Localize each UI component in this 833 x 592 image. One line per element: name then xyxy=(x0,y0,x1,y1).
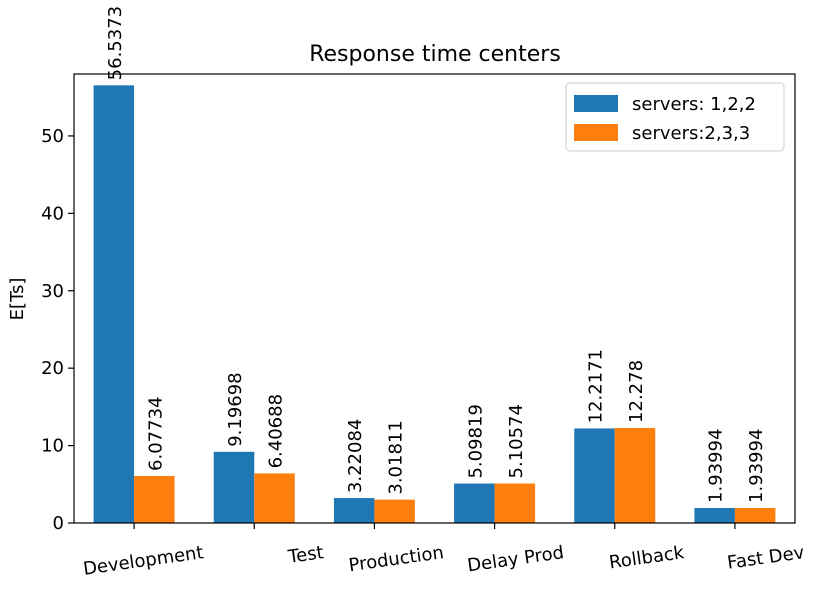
y-tick-label: 40 xyxy=(41,203,64,224)
bar-servers-122-fast-dev xyxy=(694,507,735,523)
y-tick-label: 20 xyxy=(41,358,64,379)
bar-value-label: 3.22084 xyxy=(345,419,366,493)
x-tick-label: Test xyxy=(286,542,325,568)
x-tick-label: Development xyxy=(82,542,205,580)
bar-value-label: 3.01811 xyxy=(386,420,407,494)
legend-swatch xyxy=(574,124,618,141)
x-tick-label: Rollback xyxy=(608,542,686,573)
bar-value-label: 1.93994 xyxy=(706,429,727,503)
bar-servers-233-delay-prod xyxy=(494,483,536,523)
x-tick-label: Fast Dev xyxy=(726,542,806,574)
y-tick-label: 0 xyxy=(53,513,64,534)
bar-value-label: 12.278 xyxy=(626,360,647,423)
legend-swatch xyxy=(574,95,618,112)
bar-value-label: 1.93994 xyxy=(746,429,767,503)
bar-value-label: 9.19698 xyxy=(225,372,246,446)
bar-value-label: 12.2171 xyxy=(586,349,607,423)
bar-servers-233-production xyxy=(374,499,415,523)
y-tick-label: 50 xyxy=(41,126,64,147)
legend-label: servers:2,3,3 xyxy=(632,123,750,144)
bar-servers-233-development xyxy=(134,475,175,523)
y-tick-label: 10 xyxy=(41,436,64,457)
bar-servers-122-production xyxy=(333,498,375,523)
bar-servers-233-rollback xyxy=(614,427,656,523)
bar-servers-122-rollback xyxy=(574,428,615,523)
bar-value-label: 5.09819 xyxy=(465,404,486,478)
bar-servers-233-fast-dev xyxy=(734,507,776,523)
legend-label: servers: 1,2,2 xyxy=(632,94,756,115)
bar-servers-233-test xyxy=(254,473,295,523)
bar-value-label: 5.10574 xyxy=(506,404,527,478)
bar-value-label: 6.40688 xyxy=(266,394,287,468)
legend-box xyxy=(565,82,785,152)
y-axis-label: E[Ts] xyxy=(7,278,28,321)
bar-value-label: 56.5373 xyxy=(105,6,126,80)
chart-title: Response time centers xyxy=(309,42,561,67)
bar-servers-122-development xyxy=(93,85,135,524)
bar-servers-122-delay-prod xyxy=(454,483,495,523)
legend: servers: 1,2,2 servers:2,3,3 xyxy=(565,82,785,152)
x-tick-label: Delay Prod xyxy=(466,542,565,576)
x-tick-label: Production xyxy=(347,542,445,576)
bar-value-label: 6.07734 xyxy=(145,397,166,471)
plot-frame xyxy=(73,73,796,524)
y-tick-label: 30 xyxy=(41,281,64,302)
bar-servers-122-test xyxy=(213,451,255,523)
plot-area: 56.5373 9.19698 3.22084 5.09819 12.2171 1.939… xyxy=(41,6,806,580)
